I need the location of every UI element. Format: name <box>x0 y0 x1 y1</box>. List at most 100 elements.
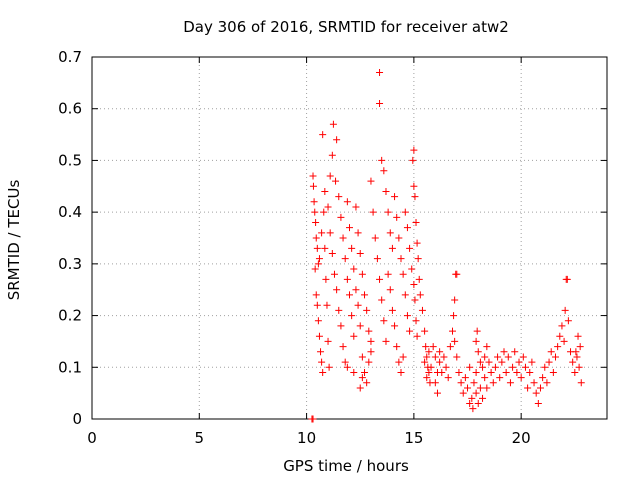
data-point <box>358 374 366 382</box>
data-point <box>312 291 320 299</box>
data-point <box>431 379 439 387</box>
data-point <box>558 322 566 330</box>
data-point <box>487 368 495 376</box>
data-point <box>410 146 418 154</box>
y-tick-label: 0.2 <box>58 307 82 325</box>
data-point <box>378 156 386 164</box>
data-point <box>322 275 330 283</box>
data-point <box>309 172 317 180</box>
data-point <box>333 136 341 144</box>
data-point <box>526 368 534 376</box>
data-point <box>354 229 362 237</box>
data-point <box>473 327 481 335</box>
data-point <box>483 384 491 392</box>
data-point <box>356 250 364 258</box>
data-point <box>466 363 474 371</box>
data-point <box>519 353 527 361</box>
data-point <box>399 353 407 361</box>
data-point <box>356 384 364 392</box>
data-point <box>391 322 399 330</box>
data-point <box>561 306 569 314</box>
data-point <box>384 208 392 216</box>
data-point <box>418 306 426 314</box>
data-point <box>513 368 521 376</box>
data-point <box>446 343 454 351</box>
data-point <box>481 353 489 361</box>
data-point <box>367 177 375 185</box>
data-point <box>429 343 437 351</box>
data-points <box>308 69 585 423</box>
data-point <box>563 275 571 283</box>
data-point <box>572 348 580 356</box>
data-point <box>545 358 553 366</box>
data-point <box>312 218 320 226</box>
data-point <box>576 343 584 351</box>
data-point <box>453 270 461 278</box>
data-point <box>314 260 322 268</box>
data-point <box>470 379 478 387</box>
data-point <box>313 301 321 309</box>
data-point <box>326 229 334 237</box>
y-tick-label: 0.1 <box>58 358 82 376</box>
data-point <box>391 193 399 201</box>
data-point <box>532 389 540 397</box>
data-point <box>438 368 446 376</box>
y-axis-label: SRMTID / TECUs <box>5 180 23 301</box>
data-point <box>433 389 441 397</box>
data-point <box>453 353 461 361</box>
data-point <box>569 358 577 366</box>
data-point <box>472 389 480 397</box>
data-point <box>380 167 388 175</box>
data-point <box>408 265 416 273</box>
data-point <box>323 301 331 309</box>
data-point <box>373 255 381 263</box>
data-point <box>343 198 351 206</box>
data-point <box>549 368 557 376</box>
data-point <box>411 193 419 201</box>
data-point <box>403 224 411 232</box>
data-point <box>415 275 423 283</box>
y-tick-label: 0.4 <box>58 203 82 221</box>
data-point <box>468 394 476 402</box>
data-point <box>367 337 375 345</box>
data-point <box>406 244 414 252</box>
data-point <box>451 337 459 345</box>
data-point <box>367 348 375 356</box>
grid-lines <box>92 57 607 419</box>
data-point <box>382 187 390 195</box>
data-point <box>343 275 351 283</box>
data-point <box>409 156 417 164</box>
data-point <box>393 213 401 221</box>
data-point <box>309 415 317 423</box>
data-point <box>466 399 474 407</box>
data-point <box>371 234 379 242</box>
data-point <box>324 203 332 211</box>
data-point <box>399 270 407 278</box>
x-tick-labels: 0 5 10 15 20 <box>87 429 530 447</box>
data-point <box>397 368 405 376</box>
data-point <box>333 286 341 294</box>
data-point <box>469 405 477 413</box>
data-point <box>564 317 572 325</box>
data-point <box>378 296 386 304</box>
data-point <box>397 255 405 263</box>
data-point <box>524 384 532 392</box>
data-point <box>412 317 420 325</box>
chart-title: Day 306 of 2016, SRMTID for receiver atw… <box>183 18 509 36</box>
data-point <box>479 363 487 371</box>
data-point <box>335 193 343 201</box>
data-point <box>444 374 452 382</box>
data-point <box>459 389 467 397</box>
data-point <box>332 177 340 185</box>
data-point <box>574 332 582 340</box>
data-point <box>528 358 536 366</box>
x-axis-label: GPS time / hours <box>283 457 409 475</box>
data-point <box>401 208 409 216</box>
data-point <box>450 312 458 320</box>
data-point <box>309 182 317 190</box>
data-point <box>556 332 564 340</box>
data-point <box>318 229 326 237</box>
data-point <box>496 374 504 382</box>
data-point <box>346 224 353 232</box>
data-point <box>382 337 390 345</box>
